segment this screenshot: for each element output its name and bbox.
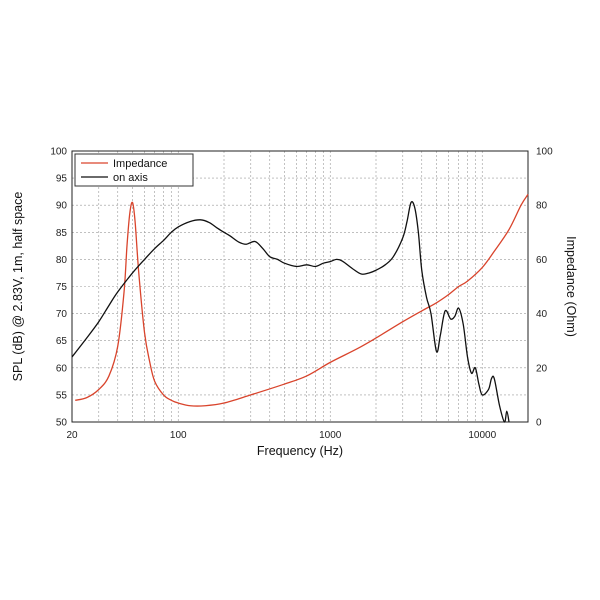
y-left-tick-label: 90	[56, 201, 68, 212]
grid-layer	[72, 151, 528, 422]
y-left-tick-label: 55	[56, 390, 68, 401]
y-left-tick-label: 80	[56, 255, 68, 266]
y-left-tick-label: 70	[56, 309, 68, 320]
y-axis-left-label: SPL (dB) @ 2.83V, 1m, half space	[11, 192, 25, 382]
plot-frame	[71, 150, 529, 423]
y-left-tick-label: 50	[56, 418, 68, 429]
legend: Impedance on axis	[74, 153, 194, 187]
legend-box	[74, 153, 194, 187]
y-left-tick-label: 60	[56, 363, 68, 374]
y-left-tick-label: 95	[56, 174, 68, 185]
y-left-tick-label: 75	[56, 282, 68, 293]
y-right-tick-label: 40	[536, 309, 548, 320]
y-right-tick-label: 20	[536, 363, 548, 374]
y-left-tick-label: 85	[56, 228, 68, 239]
y-left-tick-label: 65	[56, 336, 68, 347]
y-left-tick-label: 100	[50, 147, 67, 158]
series-line-on-axis	[71, 201, 510, 423]
x-tick-label: 20	[66, 430, 78, 441]
series-line-impedance	[75, 194, 529, 407]
legend-label-on-axis: on axis	[113, 172, 148, 184]
y-right-tick-label: 80	[536, 201, 548, 212]
legend-label-impedance: Impedance	[113, 158, 167, 170]
series-layer	[71, 194, 529, 423]
x-tick-label: 100	[170, 430, 187, 441]
x-tick-label: 10000	[468, 430, 496, 441]
x-axis-label: Frequency (Hz)	[257, 444, 343, 458]
y-right-tick-label: 100	[536, 147, 553, 158]
y-right-tick-label: 60	[536, 255, 548, 266]
y-axis-right-label: Impedance (Ohm)	[564, 236, 578, 337]
ticks-layer: 20 100 1000 1000050556065707580859095100020…	[50, 147, 553, 442]
x-tick-label: 1000	[319, 430, 342, 441]
y-right-tick-label: 0	[536, 418, 542, 429]
